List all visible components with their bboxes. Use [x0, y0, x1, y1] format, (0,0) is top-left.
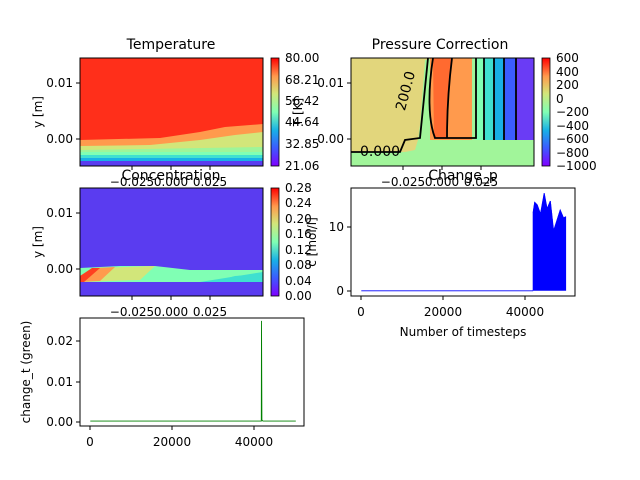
pressure-cbtick: −400 [556, 119, 589, 133]
change-p-xticks: 0 20000 40000 [357, 296, 544, 319]
temperature-cbtick: 44.64 [285, 115, 319, 129]
change-p-title: Change_p [428, 168, 498, 184]
temperature-xticks: −0.025 0.000 0.025 [110, 166, 227, 189]
pressure-xtick: −0.025 [381, 175, 425, 189]
concentration-xtick: 0.000 [154, 305, 188, 319]
change-p-oscillation-band [532, 193, 567, 291]
pressure-colorbar: 600 400 200 0 −200 −400 −600 −800 −1000 [541, 51, 597, 173]
concentration-ylabel: y [m] [31, 226, 45, 258]
pressure-cbtick: 200 [556, 78, 579, 92]
change-t-xticks: 0 20000 40000 [86, 426, 273, 449]
change-t-xtick: 0 [86, 435, 94, 449]
pressure-xtick: 0.025 [464, 175, 498, 189]
pressure-ytick: 0.00 [317, 132, 344, 146]
temperature-cbtick: 21.06 [285, 159, 319, 173]
pressure-cbtick: 400 [556, 65, 579, 79]
temperature-xtick: 0.000 [154, 175, 188, 189]
change-p-panel: Change_p 10 0 0 20000 40000 Number of ti… [329, 168, 576, 339]
temperature-xtick: −0.025 [110, 175, 154, 189]
concentration-yticks: 0.01 0.00 [46, 206, 80, 276]
concentration-panel: Concentration 0.01 0.00 −0.025 0.000 0.0… [31, 168, 319, 319]
change-t-ytick: 0.02 [46, 334, 73, 348]
temperature-colorbar: 80.00 68.21 56.42 44.64 32.85 21.06 T [K… [270, 51, 319, 173]
change-p-ytick: 0 [336, 284, 344, 298]
temperature-ytick: 0.00 [46, 132, 73, 146]
change-t-ytick: 0.01 [46, 375, 73, 389]
concentration-cbtick: 0.20 [285, 212, 312, 226]
change-p-ytick: 10 [329, 220, 344, 234]
change-t-ylabel: change_t (green) [19, 321, 33, 424]
change-t-yticks: 0.02 0.01 0.00 [46, 334, 80, 429]
temperature-title: Temperature [126, 37, 216, 53]
change-p-xlabel: Number of timesteps [400, 325, 527, 339]
temperature-cblabel: T [K] [291, 98, 305, 127]
pressure-panel: Pressure Correction 200.0 0.000 [317, 37, 596, 189]
concentration-cblabel: c [mol/l] [305, 217, 319, 267]
temperature-ylabel: y [m] [31, 96, 45, 128]
change-p-lines [361, 193, 567, 292]
pressure-xtick: 0.000 [425, 175, 459, 189]
temperature-cbtick: 56.42 [285, 94, 319, 108]
pressure-title: Pressure Correction [372, 37, 509, 53]
concentration-xtick: 0.025 [193, 305, 227, 319]
pressure-ytick: 0.01 [317, 76, 344, 90]
pressure-cbtick: 0 [556, 92, 564, 106]
temperature-panel: Temperature 0.01 0.00 −0.025 0.000 0.025 [31, 37, 319, 189]
concentration-cbtick: 0.28 [285, 181, 312, 195]
pressure-cbtick: −600 [556, 132, 589, 146]
temperature-field [80, 58, 263, 166]
concentration-ytick: 0.01 [46, 206, 73, 220]
concentration-cbtick: 0.16 [285, 227, 312, 241]
pressure-xticks: −0.025 0.000 0.025 [381, 166, 498, 189]
pressure-cbtick: −800 [556, 146, 589, 160]
pressure-cbtick: −200 [556, 105, 589, 119]
pressure-contour-label: 0.000 [360, 144, 400, 160]
change-p-xtick: 0 [357, 305, 365, 319]
change-p-xtick: 40000 [506, 305, 544, 319]
concentration-cbtick: 0.24 [285, 196, 312, 210]
change-p-yticks: 10 0 [329, 220, 351, 298]
concentration-cbtick: 0.04 [285, 274, 312, 288]
concentration-cbtick: 0.08 [285, 258, 312, 272]
change-t-xtick: 20000 [153, 435, 191, 449]
change-p-xtick: 20000 [424, 305, 462, 319]
concentration-ytick: 0.00 [46, 262, 73, 276]
concentration-field [80, 188, 263, 296]
change-t-xtick: 40000 [235, 435, 273, 449]
temperature-ytick: 0.01 [46, 76, 73, 90]
pressure-yticks: 0.01 0.00 [317, 76, 351, 146]
concentration-cbtick: 0.00 [285, 289, 312, 303]
pressure-cbtick: −1000 [556, 159, 597, 173]
change-t-panel: 0.02 0.01 0.00 0 20000 40000 change_t (g… [19, 317, 305, 449]
concentration-title: Concentration [121, 168, 220, 184]
concentration-xticks: −0.025 0.000 0.025 [110, 296, 227, 319]
temperature-cbtick: 68.21 [285, 73, 319, 87]
concentration-cbtick: 0.12 [285, 243, 312, 257]
temperature-cbtick: 32.85 [285, 137, 319, 151]
concentration-colorbar: 0.28 0.24 0.20 0.16 0.12 0.08 0.04 0.00 … [270, 181, 319, 303]
change-t-series-0 [90, 320, 296, 422]
change-t-lines [90, 320, 296, 422]
concentration-xtick: −0.025 [110, 305, 154, 319]
temperature-xtick: 0.025 [193, 175, 227, 189]
pressure-field [351, 58, 534, 166]
temperature-yticks: 0.01 0.00 [46, 76, 80, 146]
pressure-cbtick: 600 [556, 51, 579, 65]
temperature-cbtick: 80.00 [285, 51, 319, 65]
change-t-ytick: 0.00 [46, 415, 73, 429]
